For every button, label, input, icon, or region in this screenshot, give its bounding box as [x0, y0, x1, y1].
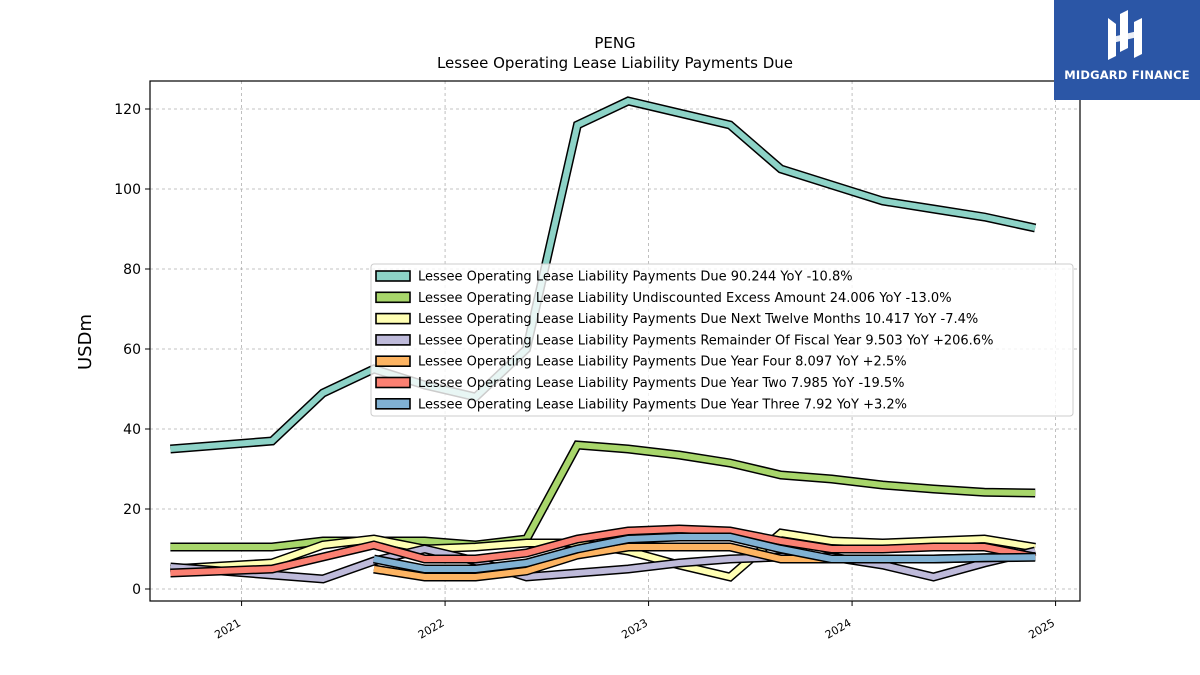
series-line: [170, 525, 1036, 576]
legend-label: Lessee Operating Lease Liability Payment…: [418, 312, 978, 327]
x-tick-label: 2022: [416, 616, 447, 641]
series-6: [373, 532, 1036, 574]
series-5: [170, 524, 1037, 578]
series-0: [170, 96, 1037, 454]
y-tick-label: 40: [123, 422, 141, 438]
legend-box: [370, 263, 1074, 417]
legend-swatch: [375, 397, 411, 410]
legend-swatch: [375, 334, 411, 346]
series-group: [170, 96, 1037, 584]
chart-title: PENG: [594, 34, 635, 52]
legend-label: Lessee Operating Lease Liability Payment…: [418, 355, 907, 370]
legend-label: Lessee Operating Lease Liability Undisco…: [418, 291, 952, 306]
y-tick-label: 20: [123, 502, 141, 518]
x-tick-label: 2025: [1026, 616, 1057, 641]
legend-swatch: [375, 355, 411, 368]
legend-swatch: [375, 312, 411, 325]
legend-label: Lessee Operating Lease Liability Payment…: [418, 397, 907, 412]
y-tick-label: 60: [123, 342, 141, 358]
legend-label: Lessee Operating Lease Liability Payment…: [418, 376, 904, 391]
chart-subtitle: Lessee Operating Lease Liability Payment…: [437, 54, 793, 72]
y-tick-label: 120: [114, 102, 141, 118]
axis-ticks: 0 20 40 60 80 100 120 2021 2022 2023 2024 2025: [114, 102, 1057, 642]
series-line: [373, 534, 1036, 572]
y-tick-label: 0: [132, 582, 141, 598]
legend: Lessee Operating Lease Liability Payment…: [370, 263, 1074, 417]
y-tick-label: 80: [123, 262, 141, 278]
x-tick-label: 2021: [212, 616, 243, 641]
legend-label: Lessee Operating Lease Liability Payment…: [418, 333, 993, 348]
brand-logo: MIDGARD FINANCE: [1054, 0, 1200, 100]
legend-swatch: [375, 270, 411, 282]
series-3: [170, 544, 1037, 584]
legend-label: Lessee Operating Lease Liability Payment…: [418, 270, 853, 285]
y-tick-label: 100: [114, 182, 141, 198]
midgard-logo-icon: [1108, 10, 1142, 60]
legend-swatch: [375, 291, 411, 304]
plot-frame: [149, 80, 1081, 602]
x-tick-label: 2024: [823, 616, 854, 641]
brand-name: MIDGARD FINANCE: [1064, 68, 1190, 82]
y-axis-label: USDm: [75, 314, 96, 370]
legend-swatch: [375, 376, 411, 389]
x-tick-label: 2023: [619, 616, 650, 641]
series-line: [170, 545, 1036, 583]
series-line: [170, 97, 1036, 452]
